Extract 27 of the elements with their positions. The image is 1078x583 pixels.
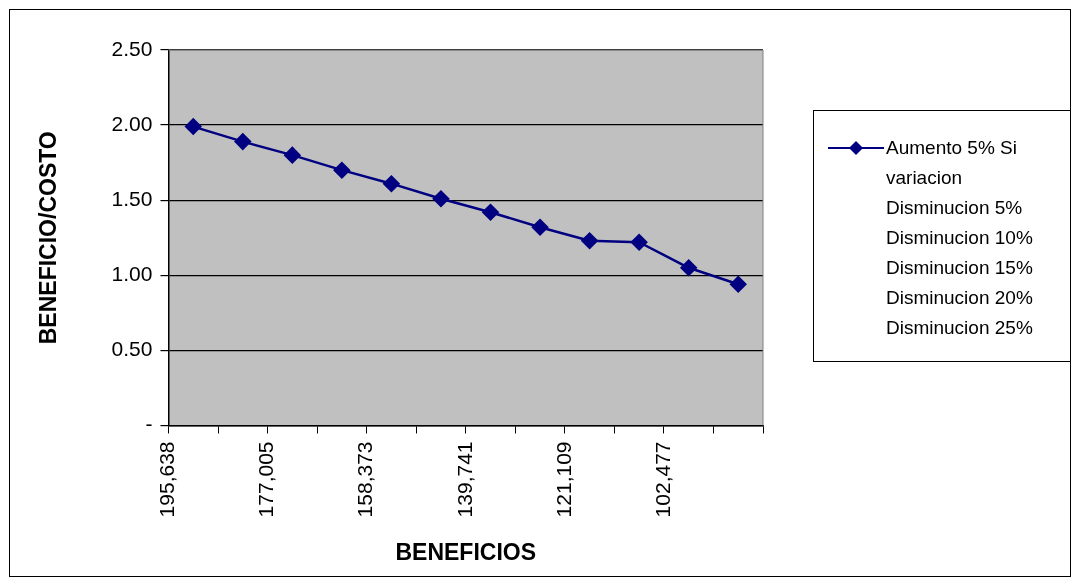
x-tick-label: 102,477 xyxy=(650,441,674,518)
y-tick-label: 0.50 xyxy=(111,337,153,361)
point xyxy=(531,218,549,236)
x-tick-label: 177,005 xyxy=(254,441,278,518)
point xyxy=(234,133,252,150)
point xyxy=(184,118,202,135)
point xyxy=(383,175,400,192)
x-tick-label: 121,109 xyxy=(551,441,575,518)
legend-label: Aumento 5% Si variacion Disminucion 5% Disminucion 10% Disminucion 15% Disminucion 20% Disminucion 25% xyxy=(886,136,1034,340)
x-tick-label: 158,373 xyxy=(353,441,377,518)
y-tick-label: 2.00 xyxy=(111,111,153,135)
point xyxy=(284,146,301,164)
y-tick-label: 2.50 xyxy=(111,36,153,60)
y-axis-title: BENEFICIO/COSTO xyxy=(35,131,62,345)
x-axis-title: BENEFICIOS xyxy=(395,538,537,565)
y-tick-label: 1.50 xyxy=(111,186,153,210)
point xyxy=(581,232,598,249)
point xyxy=(680,259,697,277)
point xyxy=(482,203,499,221)
point xyxy=(630,234,648,251)
point xyxy=(333,161,351,179)
y-tick-label: 1.00 xyxy=(111,262,153,286)
point xyxy=(432,190,450,207)
y-tick-label: - xyxy=(145,412,153,436)
x-tick-label: 195,638 xyxy=(155,441,179,518)
point xyxy=(729,276,747,293)
x-tick-label: 139,741 xyxy=(452,441,476,518)
